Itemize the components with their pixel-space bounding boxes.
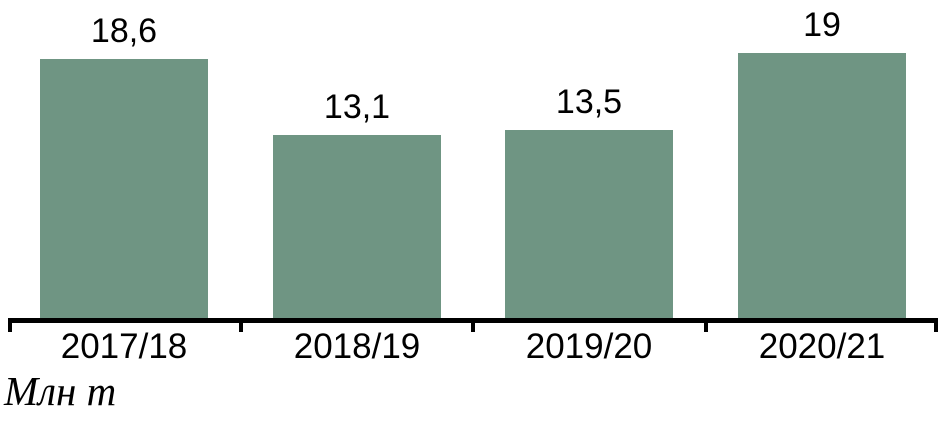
category-label-2018-19: 2018/19 — [293, 327, 421, 366]
axis-tick — [239, 318, 243, 332]
axis-tick — [934, 318, 938, 332]
category-label-2019-20: 2019/20 — [525, 327, 653, 366]
unit-label: Млн т — [4, 368, 117, 414]
value-label-2017-18: 18,6 — [90, 12, 158, 50]
category-label-2017-18: 2017/18 — [60, 327, 188, 366]
value-label-2020-21: 19 — [803, 6, 841, 44]
axis-tick — [8, 318, 12, 332]
value-label-2018-19: 13,1 — [323, 88, 391, 126]
category-label-2020-21: 2020/21 — [758, 327, 886, 366]
bar-2019-20 — [505, 130, 673, 318]
bar-2017-18 — [40, 59, 208, 318]
axis-tick — [471, 318, 475, 332]
bar-2018-19 — [273, 135, 441, 318]
bar-2020-21 — [738, 53, 906, 318]
value-label-2019-20: 13,5 — [555, 83, 623, 121]
axis-tick — [704, 318, 708, 332]
